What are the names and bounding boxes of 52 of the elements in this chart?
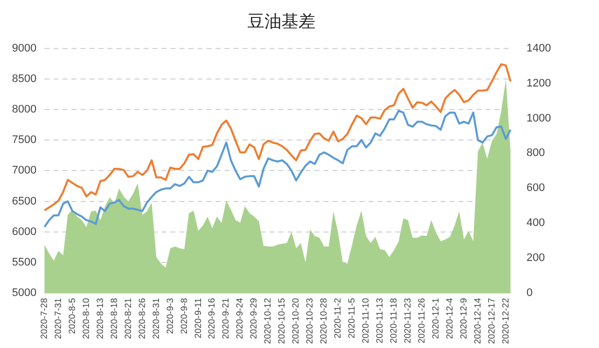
y2-tick-label: 0 <box>526 286 533 299</box>
x-tick-label: 2020-10-15 <box>276 298 287 344</box>
y2-tick-label: 200 <box>526 252 545 264</box>
x-tick-label: 2020-8-13 <box>94 298 105 340</box>
x-tick-label: 2020-8-26 <box>136 298 147 340</box>
y2-tick-label: 1200 <box>526 77 552 90</box>
x-tick-label: 2020-11-18 <box>388 298 398 344</box>
x-tick-label: 2020-7-28 <box>38 298 49 340</box>
y-tick-label: 8000 <box>12 104 36 116</box>
x-tick-label: 2020-12-17 <box>486 298 496 344</box>
chart-title: 豆油基差 <box>248 12 316 31</box>
x-tick-label: 2020-9-11 <box>192 298 203 338</box>
y-tick-label: 7000 <box>12 164 36 177</box>
x-tick-label: 2020-10-23 <box>304 298 315 344</box>
x-tick-label: 2020-8-31 <box>150 298 161 340</box>
y2-tick-label: 400 <box>526 217 545 230</box>
y2-tick-label: 600 <box>526 182 545 194</box>
x-tick-label: 2020-10-28 <box>318 298 329 344</box>
y-tick-label: 6000 <box>12 226 36 238</box>
x-tick-label: 2020-10-12 <box>262 298 273 344</box>
x-tick-label: 2020-11-10 <box>360 298 371 344</box>
y-tick-label: 9000 <box>12 42 36 54</box>
x-tick-label: 2020-9-24 <box>234 298 245 340</box>
y-tick-label: 5500 <box>12 256 36 268</box>
x-tick-label: 2020-9-29 <box>248 298 259 340</box>
x-tick-label: 2020-8-10 <box>80 298 91 340</box>
x-tick-label: 2020-11-2 <box>332 298 343 338</box>
x-tick-label: 2020-11-13 <box>374 298 385 344</box>
x-tick-label: 2020-8-5 <box>66 298 77 334</box>
x-tick-label: 2020-9-8 <box>178 298 189 334</box>
x-tick-label: 2020-7-31 <box>52 298 63 340</box>
y-tick-label: 8500 <box>12 73 36 85</box>
x-tick-label: 2020-9-21 <box>220 298 231 340</box>
x-tick-label: 2020-11-23 <box>402 298 412 344</box>
y2-tick-label: 800 <box>526 147 545 160</box>
y-tick-label: 5000 <box>12 286 36 299</box>
x-tick-label: 2020-8-21 <box>122 298 133 340</box>
y2-tick-label: 1400 <box>526 42 552 54</box>
x-tick-label: 2020-12-1 <box>430 298 440 340</box>
x-tick-label: 2020-10-20 <box>290 298 301 344</box>
x-tick-label: 2020-12-9 <box>458 298 468 340</box>
y2-tick-label: 1000 <box>526 112 552 124</box>
x-tick-label: 2020-11-5 <box>346 298 357 338</box>
x-tick-label: 2020-9-16 <box>206 298 217 340</box>
x-tick-label: 2020-12-14 <box>472 298 482 344</box>
x-tick-label: 2020-9-3 <box>164 298 175 334</box>
x-tick-label: 2020-11-26 <box>416 298 426 344</box>
y-tick-label: 6500 <box>12 195 36 208</box>
y-tick-label: 7500 <box>12 134 36 146</box>
x-tick-label: 2020-12-22 <box>500 298 510 344</box>
x-tick-label: 2020-12-4 <box>444 298 454 340</box>
x-tick-label: 2020-8-18 <box>108 298 119 340</box>
